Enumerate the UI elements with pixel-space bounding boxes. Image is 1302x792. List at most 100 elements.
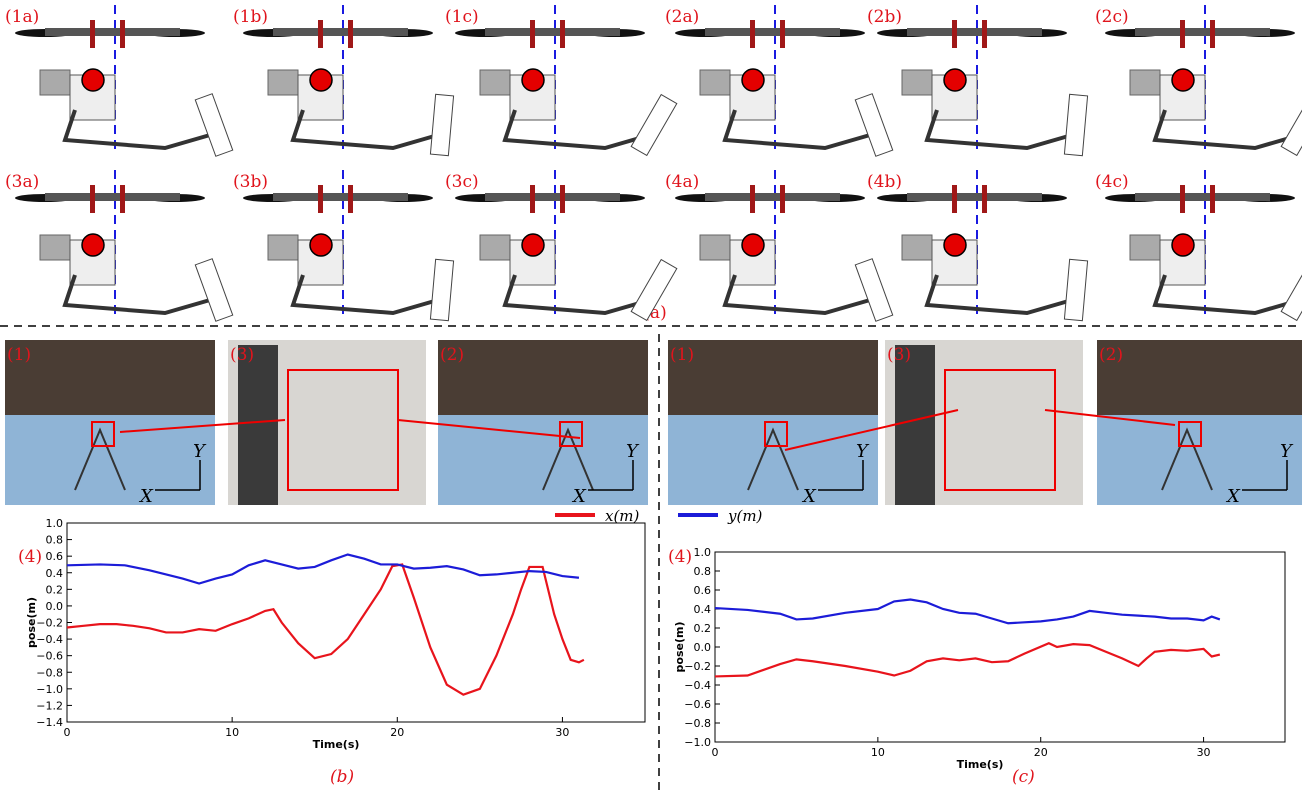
x-axis-title: Time(s) [313, 738, 360, 751]
photo-wall [438, 340, 648, 415]
x-tick-label: 30 [555, 726, 569, 739]
drone-post [750, 20, 755, 48]
y-tick-label: −1.4 [36, 716, 63, 729]
gripper [631, 95, 677, 156]
drone-post [982, 20, 987, 48]
pose-label: (1a) [5, 7, 39, 27]
y-tick-label: −0.4 [36, 633, 63, 646]
photo: XY(2) [438, 340, 648, 507]
drone-post [780, 20, 785, 48]
battery [1130, 70, 1160, 95]
drone-body [273, 193, 408, 201]
y-tick-label: 0.8 [694, 565, 712, 578]
y-tick-label: 0.4 [46, 567, 64, 580]
y-tick-label: −0.6 [36, 650, 63, 663]
drone-post [982, 185, 987, 213]
center-of-mass [944, 69, 966, 91]
drone-post [348, 20, 353, 48]
y-tick-label: −1.0 [684, 736, 711, 749]
y-tick-label: 0.2 [694, 622, 712, 635]
drone-post [952, 20, 957, 48]
plot-frame [715, 552, 1285, 742]
y-tick-label: −1.0 [36, 683, 63, 696]
x-tick-label: 10 [225, 726, 239, 739]
gripper [430, 259, 453, 320]
pose-sketch: (3b) [233, 170, 454, 321]
y-axis-title: pose(m) [25, 597, 38, 648]
center-of-mass [742, 234, 764, 256]
x-tick-label: 0 [64, 726, 71, 739]
y-tick-label: −0.6 [684, 698, 711, 711]
battery [700, 235, 730, 260]
y-tick-label: −0.8 [684, 717, 711, 730]
center-of-mass [82, 234, 104, 256]
center-of-mass [82, 69, 104, 91]
legend-label: y(m) [727, 507, 763, 525]
battery [480, 70, 510, 95]
drone-post [952, 185, 957, 213]
x-tick-label: 30 [1197, 746, 1211, 759]
series-line [715, 600, 1220, 624]
x-axis-title: Time(s) [957, 758, 1004, 771]
pose-label: (2a) [665, 7, 699, 27]
photo-label: (1) [7, 345, 31, 365]
axis-name: X [571, 486, 587, 507]
series-line [67, 564, 584, 694]
x-tick-label: 20 [390, 726, 404, 739]
drone-post [530, 20, 535, 48]
battery [700, 70, 730, 95]
y-tick-label: 0.0 [694, 641, 712, 654]
drone-body [907, 28, 1042, 36]
y-tick-label: −0.4 [684, 679, 711, 692]
chart-caption: (b) [330, 767, 354, 787]
x-tick-label: 0 [712, 746, 719, 759]
photo-label: (2) [440, 345, 464, 365]
y-tick-label: 1.0 [694, 546, 712, 559]
pose-sketch: (2c) [1095, 5, 1302, 155]
center-of-mass [1172, 69, 1194, 91]
battery [268, 235, 298, 260]
y-axis-title: pose(m) [673, 622, 686, 673]
drone-post [318, 185, 323, 213]
center-of-mass [310, 69, 332, 91]
drone-body [907, 193, 1042, 201]
photo-wall [668, 340, 878, 415]
pose-sketch: (4a) [665, 170, 893, 321]
center-of-mass [742, 69, 764, 91]
drone-post [348, 185, 353, 213]
photo: XY(1) [5, 340, 215, 507]
battery [902, 70, 932, 95]
photo-label: (3) [887, 345, 911, 365]
y-tick-label: 0.8 [46, 534, 64, 547]
drone-body [45, 193, 180, 201]
battery [40, 70, 70, 95]
pose-label: (3c) [445, 172, 479, 192]
y-tick-label: 0.2 [46, 583, 64, 596]
gripper [195, 259, 232, 322]
drone-post [560, 185, 565, 213]
gripper [1064, 94, 1087, 155]
drone-post [90, 185, 95, 213]
battery [902, 235, 932, 260]
photo-floor [5, 415, 215, 505]
gripper [1064, 259, 1087, 320]
pose-label: (1c) [445, 7, 479, 27]
gripper [1281, 95, 1302, 156]
pose-sketch: (3a) [5, 170, 233, 321]
series-line [715, 643, 1220, 676]
drone-body [705, 28, 840, 36]
drone-post [1210, 20, 1215, 48]
pose-label: (1b) [233, 7, 268, 27]
drone-post [120, 185, 125, 213]
battery [480, 235, 510, 260]
drone-body [45, 28, 180, 36]
photo: (3) [885, 340, 1083, 505]
center-of-mass [522, 69, 544, 91]
drone-body [273, 28, 408, 36]
chart-label: (4) [668, 547, 692, 567]
center-of-mass [310, 234, 332, 256]
plot-frame [67, 523, 645, 722]
photo-floor [438, 415, 648, 505]
photo-part [895, 345, 935, 505]
drone-post [120, 20, 125, 48]
